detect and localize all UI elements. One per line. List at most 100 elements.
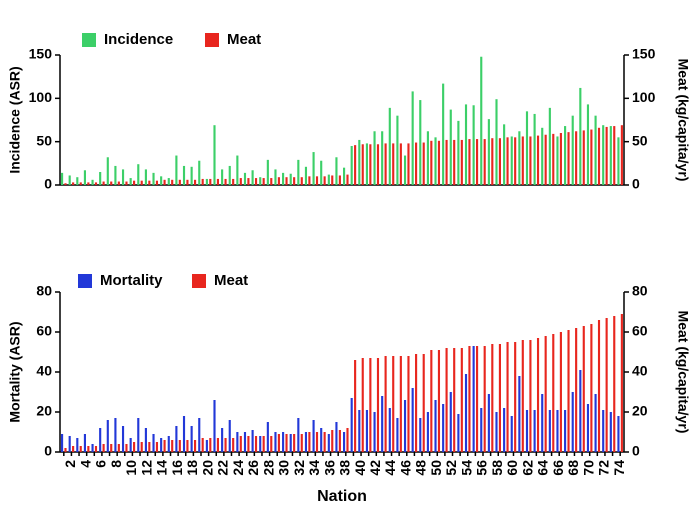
bar [300, 177, 303, 185]
y-tick-label: 80 [36, 283, 52, 299]
bar [487, 394, 490, 452]
bar [315, 176, 319, 185]
x-tick-label: 10 [123, 460, 139, 476]
bar [415, 354, 418, 452]
bar [186, 440, 189, 452]
bar [415, 142, 418, 185]
bar [289, 173, 292, 185]
bar [243, 172, 247, 185]
bar [99, 172, 102, 185]
bar [133, 442, 136, 452]
y2-tick-label: 60 [632, 323, 648, 339]
y2-tick-label: 20 [632, 403, 648, 419]
bar [163, 179, 166, 185]
x-tick-label: 60 [504, 460, 520, 476]
bar [144, 428, 147, 452]
y-axis-label: Incidence (ASR) [7, 66, 23, 173]
x-tick-label: 22 [215, 460, 231, 476]
bar [586, 404, 590, 452]
bar [434, 400, 437, 452]
bar [358, 139, 361, 185]
x-tick-label: 24 [230, 460, 246, 476]
bar [350, 146, 353, 185]
bar [293, 177, 296, 185]
legend-label: Meat [227, 31, 261, 48]
bar [198, 418, 201, 452]
x-tick-label: 44 [382, 460, 398, 476]
bar [209, 438, 212, 452]
bar [144, 169, 147, 185]
bar [491, 138, 494, 185]
bar [445, 139, 448, 185]
bar [312, 420, 315, 452]
bar [445, 348, 448, 452]
bar [270, 436, 273, 452]
bar [190, 166, 193, 185]
x-tick-label: 2 [62, 460, 78, 468]
bar [422, 354, 425, 452]
bar [102, 181, 105, 185]
bar [274, 169, 277, 185]
bar [548, 107, 551, 185]
legend-swatch [82, 33, 96, 47]
bar [468, 346, 471, 452]
bar [575, 328, 578, 452]
bar [232, 438, 235, 452]
bar [472, 346, 475, 452]
x-tick-label: 38 [337, 460, 353, 476]
bar [388, 107, 391, 185]
bar [571, 115, 574, 185]
y-tick-label: 150 [29, 46, 53, 62]
bar [72, 182, 75, 185]
bar [76, 438, 79, 452]
bar [205, 178, 208, 185]
bar [376, 358, 380, 452]
bar [335, 422, 338, 452]
bar [403, 155, 407, 185]
bar [403, 400, 407, 452]
bar [396, 115, 399, 185]
bar [582, 326, 585, 452]
bar [213, 125, 216, 185]
x-axis-label: Nation [317, 488, 367, 505]
bar [434, 137, 437, 185]
bar [419, 418, 422, 452]
bar [552, 133, 555, 185]
y2-tick-label: 0 [632, 443, 640, 459]
x-tick-label: 48 [413, 460, 429, 476]
bar [586, 104, 590, 185]
bar [472, 105, 475, 185]
bar [304, 432, 308, 452]
bar [392, 356, 395, 452]
bar [193, 440, 197, 452]
bar [114, 165, 117, 185]
bar [331, 430, 334, 452]
bar [399, 143, 402, 185]
bar [495, 99, 498, 185]
bar [117, 444, 120, 452]
y-tick-label: 20 [36, 403, 52, 419]
bar [343, 167, 346, 185]
bar [297, 418, 300, 452]
y-axis-label: Mortality (ASR) [7, 321, 23, 422]
bar [480, 56, 483, 185]
bar [266, 159, 269, 185]
bar [251, 430, 254, 452]
bar [106, 157, 109, 185]
bar [270, 178, 273, 185]
bar [87, 446, 90, 452]
legend-swatch [78, 274, 92, 288]
bar [449, 109, 452, 185]
bar [602, 410, 605, 452]
bar [236, 155, 239, 185]
bar [129, 438, 132, 452]
bar [381, 396, 384, 452]
bar [312, 152, 315, 185]
bar [346, 174, 349, 185]
bar [346, 428, 349, 452]
bar [392, 143, 395, 185]
bar [556, 136, 559, 185]
bar [396, 418, 399, 452]
bar [277, 434, 280, 452]
bar [163, 440, 166, 452]
